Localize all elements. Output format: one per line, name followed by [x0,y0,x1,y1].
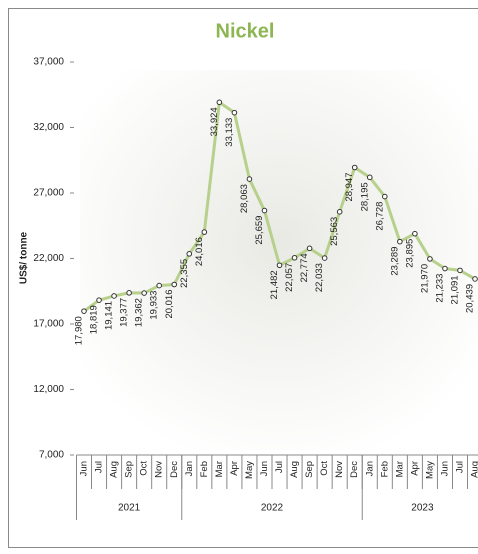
data-point [186,251,193,257]
group-label: 2023 [411,503,434,514]
data-label: 33,133 [224,118,235,147]
data-point [171,281,178,288]
chart-title: Nickel [216,20,275,42]
data-label: 22,057 [284,263,295,292]
data-label: 18,819 [89,305,100,334]
data-point [96,297,102,303]
data-point [397,238,403,245]
x-tick-label: Jul [274,461,285,473]
data-point [472,276,478,282]
x-tick-label: May [244,461,255,479]
data-label: 19,362 [134,298,145,327]
data-label: 21,091 [450,275,461,304]
x-tick-label: Aug [289,461,300,478]
x-tick-label: Jan [184,461,195,476]
x-tick-label: Aug [109,461,120,478]
group-label: 2022 [261,503,284,514]
data-label: 21,482 [269,270,280,299]
data-point [246,176,253,182]
x-tick-label: Dec [349,461,360,478]
x-tick-label: Feb [199,461,210,477]
data-label: 26,728 [374,202,385,231]
data-point [321,255,328,261]
x-tick-label: Apr [409,461,420,476]
data-point [156,282,162,289]
x-tick-label: Jun [439,461,450,476]
data-point [231,109,238,116]
x-tick-label: Jan [364,461,375,476]
data-point [336,209,343,215]
x-tick-label: Aug [470,461,478,478]
y-tick-label: 37,000 [33,57,64,68]
data-point [201,229,208,235]
data-label: 22,774 [299,253,310,282]
data-label: 33,924 [209,107,220,136]
y-tick-label: 12,000 [33,384,64,395]
y-tick-label: 7,000 [39,450,64,461]
data-point [141,290,147,296]
data-label: 19,377 [119,298,130,327]
data-point [366,174,373,181]
data-label: 28,947 [344,172,355,201]
data-point [276,262,283,269]
data-point [427,256,433,262]
x-tick-label: Sep [304,461,315,478]
y-tick-label: 27,000 [33,188,64,199]
data-point [81,308,87,314]
data-label: 21,970 [419,264,430,293]
data-point [261,207,268,214]
x-tick-label: Mar [394,461,405,477]
x-tick-label: Oct [319,461,330,476]
y-tick-label: 17,000 [33,319,64,330]
x-tick-label: Oct [139,461,150,476]
data-label: 28,063 [239,184,250,213]
data-label: 21,233 [434,274,445,303]
data-point [382,193,388,200]
x-tick-label: Mar [214,461,225,477]
data-point [412,230,418,237]
y-tick-label: 22,000 [33,253,64,264]
x-tick-label: Jun [259,461,270,476]
data-label: 22,355 [179,259,190,288]
x-tick-label: Jul [455,461,466,473]
data-point [126,290,132,296]
data-label: 23,289 [389,247,400,276]
y-tick-label: 32,000 [33,122,64,133]
data-point [111,293,117,299]
data-point [216,99,223,106]
data-label: 28,195 [359,182,370,211]
data-label: 22,033 [314,263,325,292]
group-label: 2021 [118,503,141,514]
x-tick-label: Nov [334,461,345,478]
data-point [442,265,448,272]
x-tick-label: Sep [124,461,135,478]
x-tick-label: Nov [154,461,165,478]
x-tick-label: Dec [169,461,180,478]
x-tick-label: Jun [79,461,90,476]
data-point [306,245,313,252]
data-label: 19,933 [149,291,160,320]
x-tick-label: Feb [379,461,390,477]
data-label: 24,016 [194,237,205,266]
frame [8,8,478,548]
x-tick-label: Jul [94,461,105,473]
x-tick-label: Apr [229,461,240,476]
data-label: 25,659 [254,216,265,245]
data-label: 17,980 [74,316,85,345]
y-axis-title: US$/ tonne [19,231,30,284]
data-label: 25,563 [329,217,340,246]
data-point [351,164,358,171]
data-label: 20,016 [164,289,175,318]
data-point [291,254,298,261]
data-label: 19,141 [104,301,115,330]
data-label: 20,439 [465,284,476,313]
data-point [457,267,463,274]
x-tick-label: May [424,461,435,479]
data-label: 23,895 [404,239,415,268]
